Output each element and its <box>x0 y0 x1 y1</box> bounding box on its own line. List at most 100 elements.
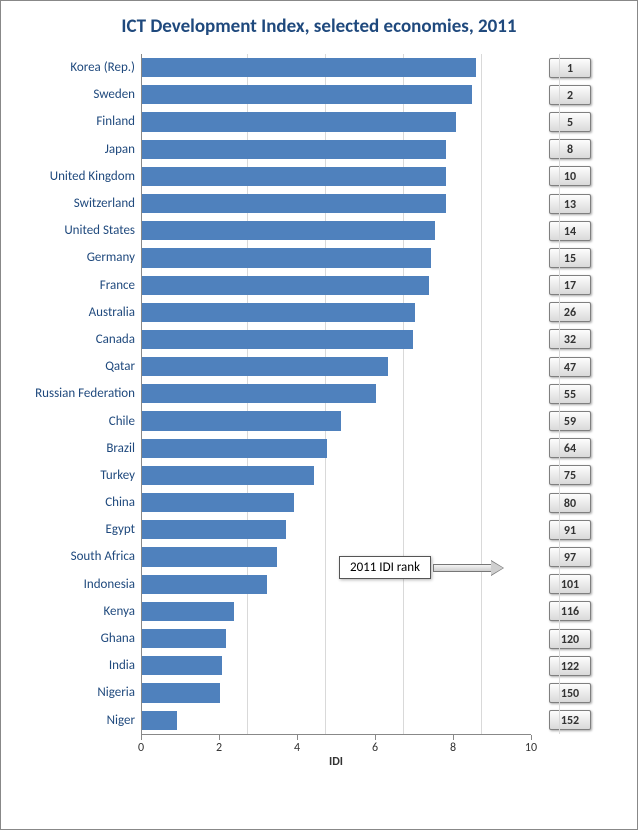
rank-cell: 75 <box>545 465 595 485</box>
idi-bar <box>142 248 431 267</box>
chart-row: Kenya116 <box>29 598 623 625</box>
chart-row: United States 14 <box>29 217 623 244</box>
rank-box: 26 <box>549 302 591 322</box>
bar-track <box>141 272 531 299</box>
x-tick-label: 0 <box>131 741 151 755</box>
rank-cell: 15 <box>545 248 595 268</box>
idi-bar <box>142 357 388 376</box>
rank-box: 47 <box>549 357 591 377</box>
rank-box: 2 <box>549 85 591 105</box>
bar-track <box>141 516 531 543</box>
bar-track <box>141 707 531 734</box>
rank-box: 116 <box>549 601 591 621</box>
country-label: Korea (Rep.) <box>29 60 141 75</box>
bar-track <box>141 462 531 489</box>
chart-row: Nigeria150 <box>29 679 623 706</box>
idi-bar <box>142 629 226 648</box>
idi-bar <box>142 520 286 539</box>
country-label: Canada <box>29 332 141 347</box>
rank-cell: 32 <box>545 329 595 349</box>
chart-area: Korea (Rep.) 1 Sweden2Finland5 Japan 8 United… <box>29 54 623 734</box>
country-label: United Kingdom <box>29 169 141 184</box>
idi-bar <box>142 194 446 213</box>
country-label: China <box>29 495 141 510</box>
idi-bar <box>142 303 415 322</box>
rank-cell: 8 <box>545 139 595 159</box>
idi-bar <box>142 85 472 104</box>
idi-bar <box>142 683 220 702</box>
rank-box: 97 <box>549 547 591 567</box>
idi-bar <box>142 167 446 186</box>
idi-bar <box>142 221 435 240</box>
rank-cell: 116 <box>545 601 595 621</box>
idi-bar <box>142 547 277 566</box>
rank-cell: 14 <box>545 221 595 241</box>
chart-row: Ghana 120 <box>29 625 623 652</box>
x-tick-label: 4 <box>287 741 307 755</box>
idi-bar <box>142 330 413 349</box>
country-label: Finland <box>29 114 141 129</box>
chart-row: Egypt 91 <box>29 516 623 543</box>
country-label: Ghana <box>29 631 141 646</box>
rank-cell: 122 <box>545 656 595 676</box>
rank-box: 15 <box>549 248 591 268</box>
chart-row: Niger 152 <box>29 707 623 734</box>
country-label: Russian Federation <box>29 386 141 401</box>
chart-row: India122 <box>29 652 623 679</box>
country-label: France <box>29 278 141 293</box>
bar-track <box>141 407 531 434</box>
rank-box: 1 <box>549 58 591 78</box>
idi-bar <box>142 411 341 430</box>
bar-track <box>141 136 531 163</box>
rank-box: 80 <box>549 493 591 513</box>
bar-track <box>141 108 531 135</box>
rank-box: 64 <box>549 438 591 458</box>
country-label: Brazil <box>29 441 141 456</box>
chart-row: Russian Federation55 <box>29 380 623 407</box>
bar-track <box>141 190 531 217</box>
chart-row: Sweden2 <box>29 81 623 108</box>
rank-box: 91 <box>549 520 591 540</box>
rank-cell: 64 <box>545 438 595 458</box>
rank-cell: 2 <box>545 85 595 105</box>
idi-bar <box>142 711 177 730</box>
chart-row: Qatar47 <box>29 353 623 380</box>
idi-bar <box>142 384 376 403</box>
x-tick-label: 2 <box>209 741 229 755</box>
chart-row: United Kingdom 10 <box>29 163 623 190</box>
rank-box: 8 <box>549 139 591 159</box>
idi-bar <box>142 439 327 458</box>
x-axis-label: IDI <box>141 755 531 769</box>
rank-callout: 2011 IDI rank <box>339 556 503 579</box>
country-label: United States <box>29 223 141 238</box>
bar-track <box>141 598 531 625</box>
rank-cell: 91 <box>545 520 595 540</box>
rank-box: 120 <box>549 629 591 649</box>
rank-box: 152 <box>549 710 591 730</box>
x-tick-label: 6 <box>365 741 385 755</box>
rank-cell: 10 <box>545 166 595 186</box>
country-label: Egypt <box>29 522 141 537</box>
rank-cell: 101 <box>545 574 595 594</box>
rank-cell: 80 <box>545 493 595 513</box>
bar-track <box>141 353 531 380</box>
chart-row: Canada 32 <box>29 326 623 353</box>
x-axis: IDI 0246810 <box>141 734 531 772</box>
chart-row: Finland5 <box>29 108 623 135</box>
rank-callout-label: 2011 IDI rank <box>339 556 431 579</box>
rank-cell: 26 <box>545 302 595 322</box>
rank-cell: 120 <box>545 629 595 649</box>
rank-cell: 152 <box>545 710 595 730</box>
rank-cell: 13 <box>545 194 595 214</box>
chart-row: France17 <box>29 272 623 299</box>
chart-title: ICT Development Index, selected economie… <box>1 1 637 44</box>
chart-row: Chile59 <box>29 407 623 434</box>
bar-track <box>141 625 531 652</box>
rank-box: 10 <box>549 166 591 186</box>
chart-row: Australia26 <box>29 299 623 326</box>
country-label: Niger <box>29 713 141 728</box>
bar-track <box>141 380 531 407</box>
rank-cell: 1 <box>545 58 595 78</box>
country-label: Nigeria <box>29 685 141 700</box>
country-label: Japan <box>29 142 141 157</box>
